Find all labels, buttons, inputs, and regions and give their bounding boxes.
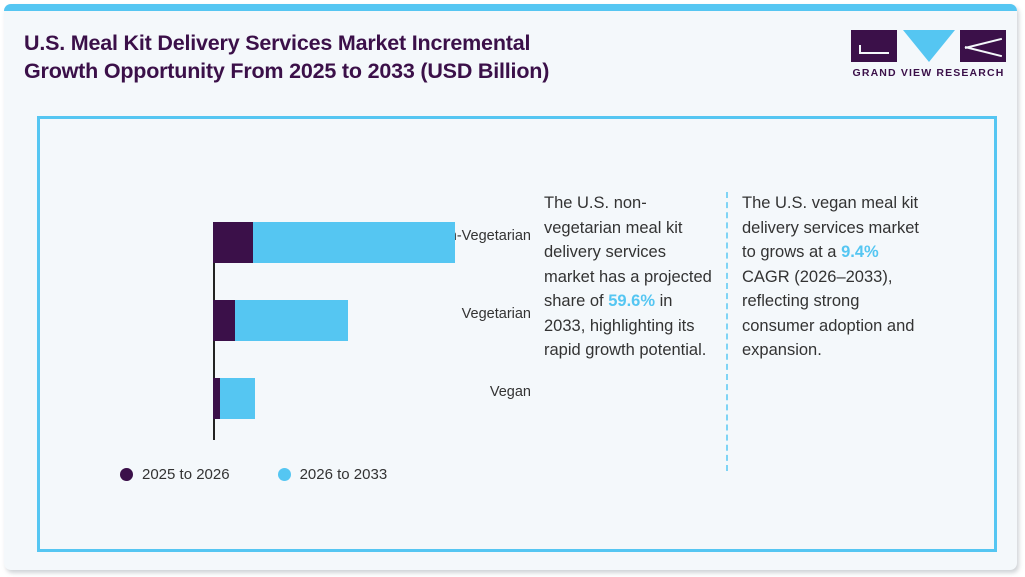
category-label-vegetarian: Vegetarian xyxy=(461,306,531,322)
insight-note-non-vegetarian: The U.S. non-vegetarian meal kit deliver… xyxy=(544,191,716,363)
insight-note-highlight: 59.6% xyxy=(608,292,656,310)
chart-legend: 2025 to 2026 2026 to 2033 xyxy=(120,467,387,482)
legend-label: 2025 to 2026 xyxy=(142,466,230,483)
content-frame: Non-Vegetarian Vegetarian Vegan 2025 t xyxy=(37,116,997,552)
bar-segment-2026-2033 xyxy=(220,378,255,419)
bar-segment-2026-2033 xyxy=(235,300,348,341)
legend-label: 2026 to 2033 xyxy=(299,466,388,483)
page-title: U.S. Meal Kit Delivery Services Market I… xyxy=(24,29,744,85)
bar-segment-2026-2033 xyxy=(253,222,455,263)
logo-v-triangle xyxy=(903,30,955,62)
legend-item-2025-2026: 2025 to 2026 xyxy=(120,467,230,482)
top-accent-bar xyxy=(4,4,1017,11)
logo-marks xyxy=(851,30,1006,62)
bar-segment-2025-2026 xyxy=(213,300,235,341)
logo-g-icon xyxy=(851,30,897,62)
insight-note-text-pre: The U.S. vegan meal kit delivery service… xyxy=(742,194,919,261)
insight-note-text-post: CAGR (2026–2033), reflecting strong cons… xyxy=(742,267,915,360)
logo-r-icon xyxy=(960,30,1006,62)
legend-item-2026-2033: 2026 to 2033 xyxy=(277,466,388,483)
page-title-line-1: U.S. Meal Kit Delivery Services Market I… xyxy=(24,31,531,55)
insight-note-vegan: The U.S. vegan meal kit delivery service… xyxy=(742,191,930,363)
bar-segment-2025-2026 xyxy=(213,222,253,263)
infographic-card: U.S. Meal Kit Delivery Services Market I… xyxy=(4,4,1017,570)
insight-note-text-pre: The U.S. non-vegetarian meal kit deliver… xyxy=(544,194,712,310)
legend-dot-icon xyxy=(277,468,291,481)
bar-segment-2025-2026 xyxy=(213,378,220,419)
logo-r-slash-lower xyxy=(964,37,1003,49)
note-divider xyxy=(726,192,728,471)
stacked-bar-chart: Non-Vegetarian Vegetarian Vegan 2025 t xyxy=(40,119,540,555)
logo-g-notch xyxy=(859,45,889,54)
category-label-vegan: Vegan xyxy=(489,384,531,400)
page-title-line-2: Growth Opportunity From 2025 to 2033 (US… xyxy=(24,59,550,83)
insight-note-highlight: 9.4% xyxy=(841,243,879,261)
category-label-non-vegetarian: Non-Vegetarian xyxy=(430,228,531,244)
legend-dot-icon xyxy=(120,468,133,481)
insight-note-text-post: in 2033, highlighting its rapid growth p… xyxy=(544,292,707,359)
grand-view-research-logo: GRAND VIEW RESEARCH xyxy=(851,30,1006,88)
logo-wordmark: GRAND VIEW RESEARCH xyxy=(852,67,1005,79)
logo-v-icon xyxy=(903,30,955,62)
